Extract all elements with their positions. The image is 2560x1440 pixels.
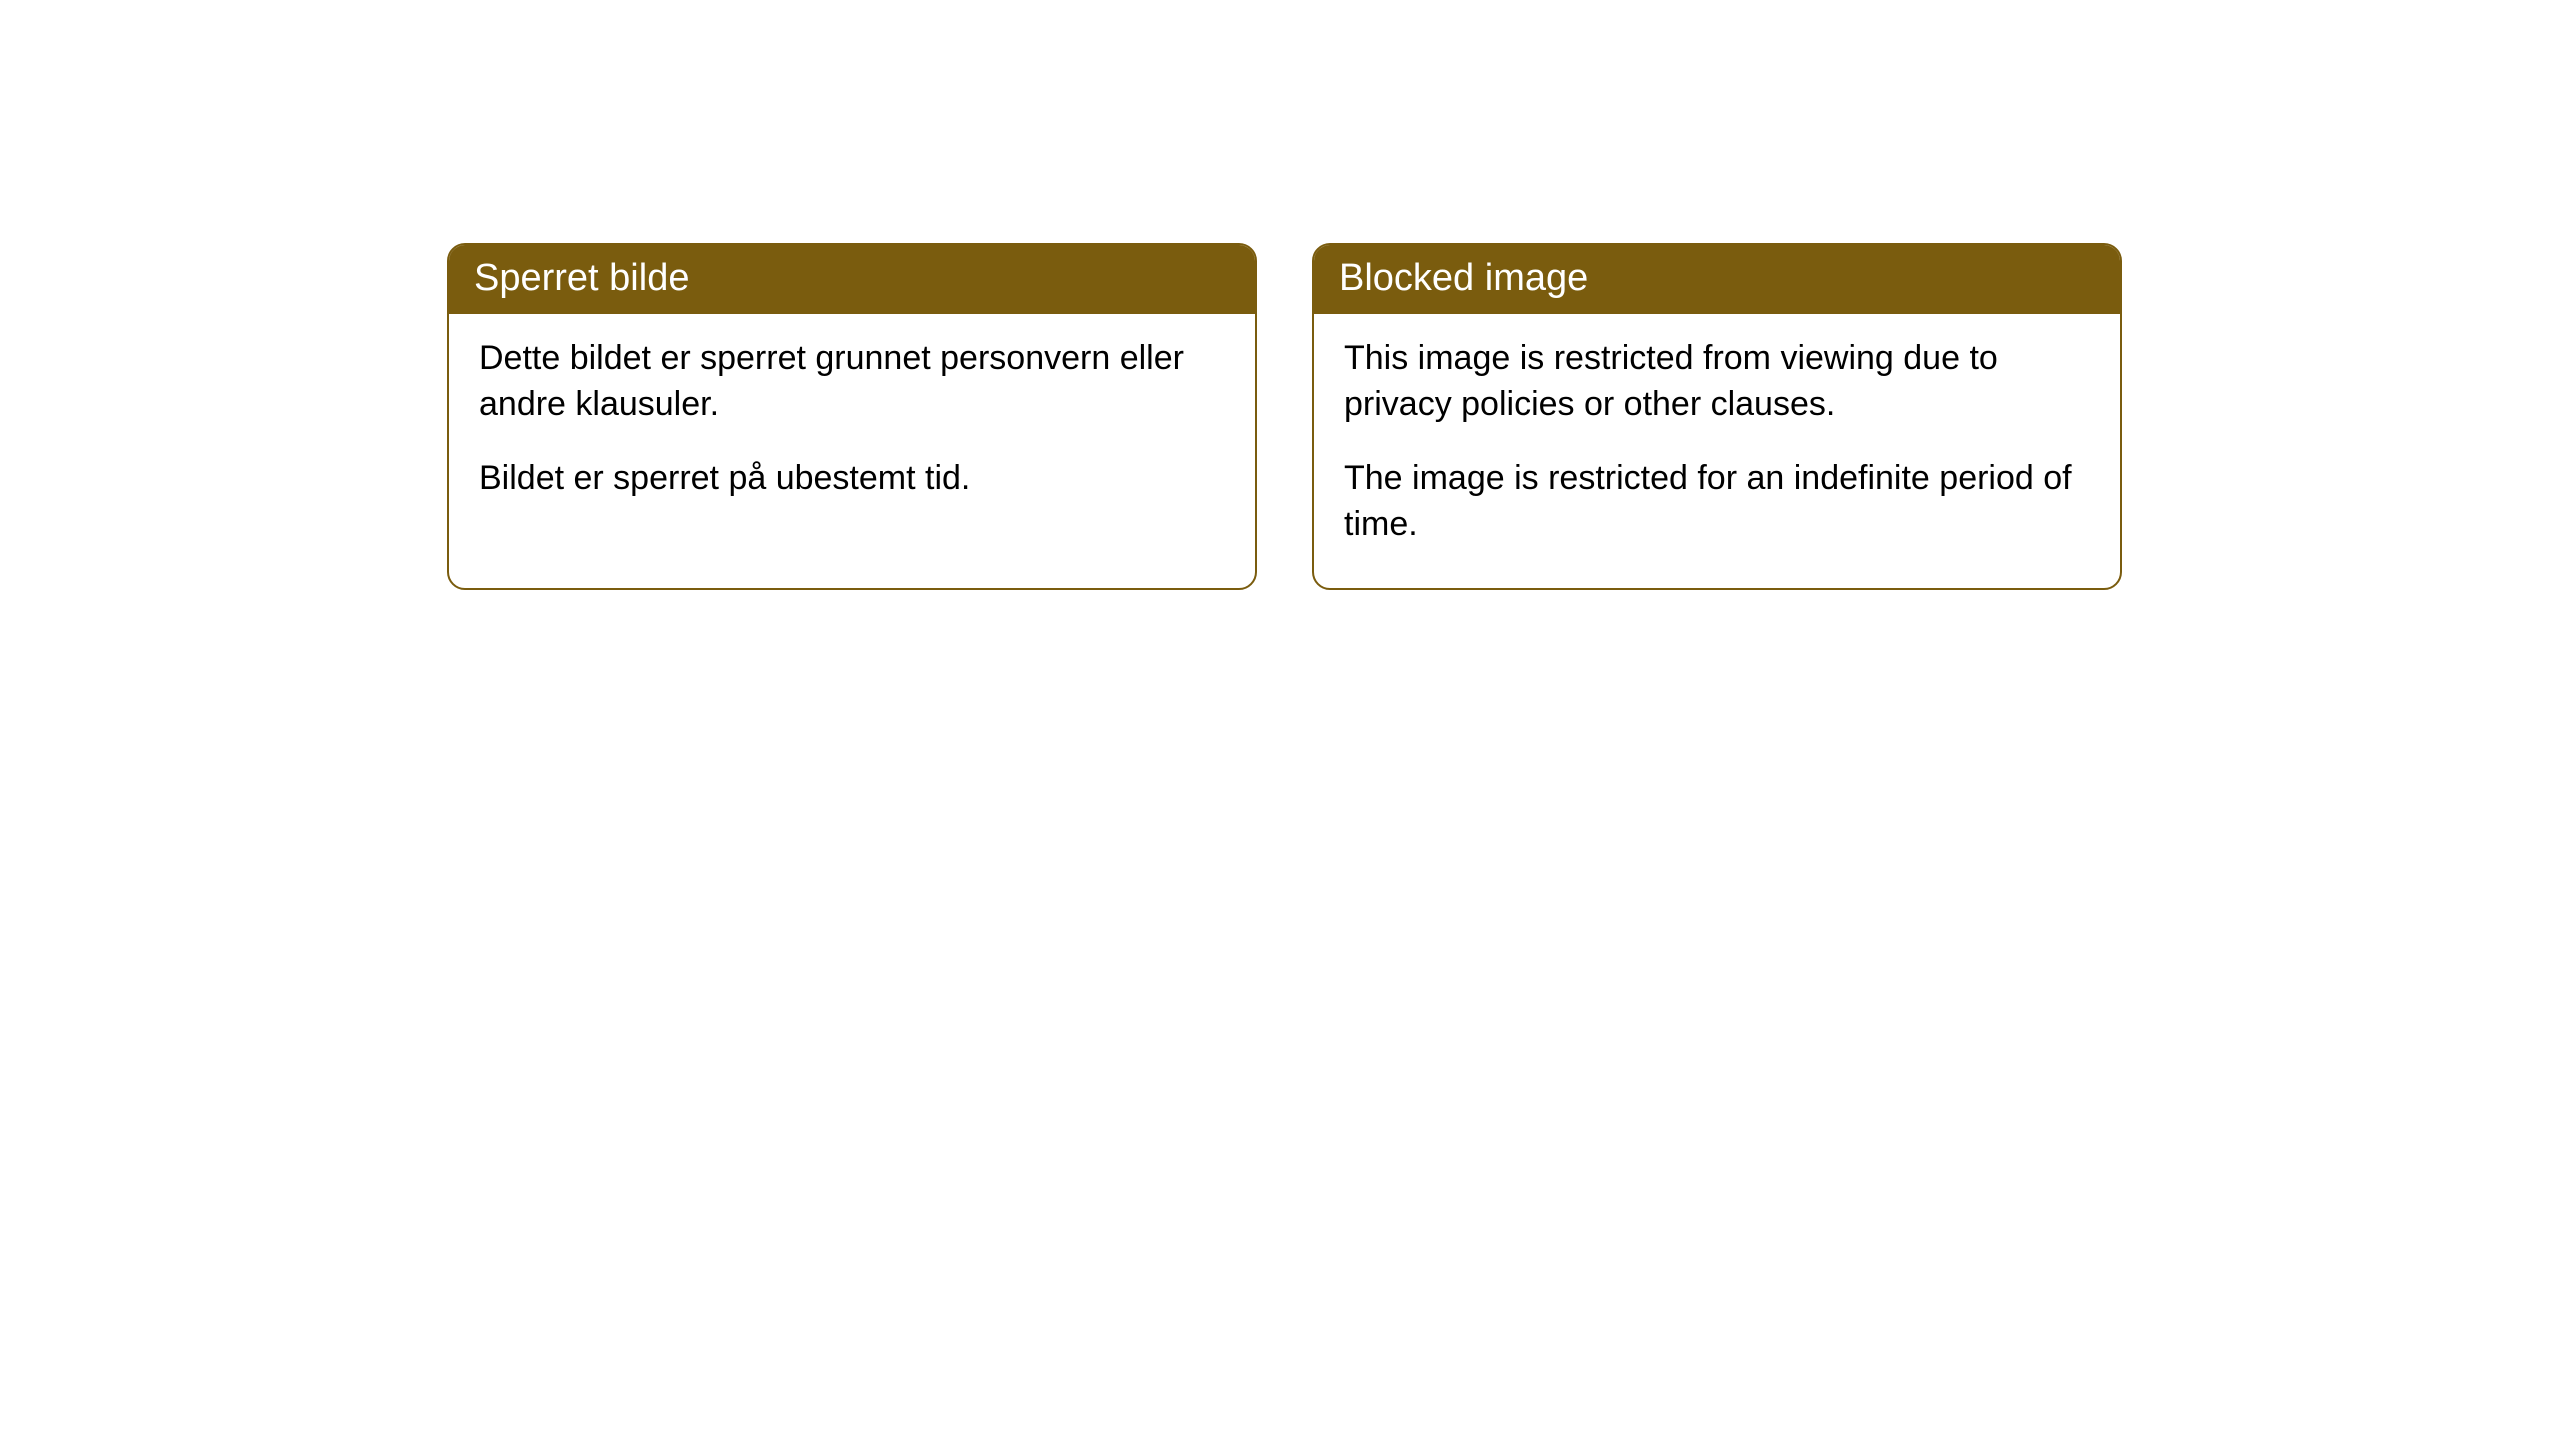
card-text-line2: Bildet er sperret på ubestemt tid. — [479, 456, 1225, 502]
notice-cards-container: Sperret bilde Dette bildet er sperret gr… — [447, 243, 2122, 590]
card-text-line1: Dette bildet er sperret grunnet personve… — [479, 336, 1225, 428]
card-body: This image is restricted from viewing du… — [1314, 314, 2120, 588]
card-text-line2: The image is restricted for an indefinit… — [1344, 456, 2090, 548]
notice-card-english: Blocked image This image is restricted f… — [1312, 243, 2122, 590]
card-text-line1: This image is restricted from viewing du… — [1344, 336, 2090, 428]
notice-card-norwegian: Sperret bilde Dette bildet er sperret gr… — [447, 243, 1257, 590]
card-title: Sperret bilde — [449, 245, 1255, 314]
card-body: Dette bildet er sperret grunnet personve… — [449, 314, 1255, 542]
card-title: Blocked image — [1314, 245, 2120, 314]
